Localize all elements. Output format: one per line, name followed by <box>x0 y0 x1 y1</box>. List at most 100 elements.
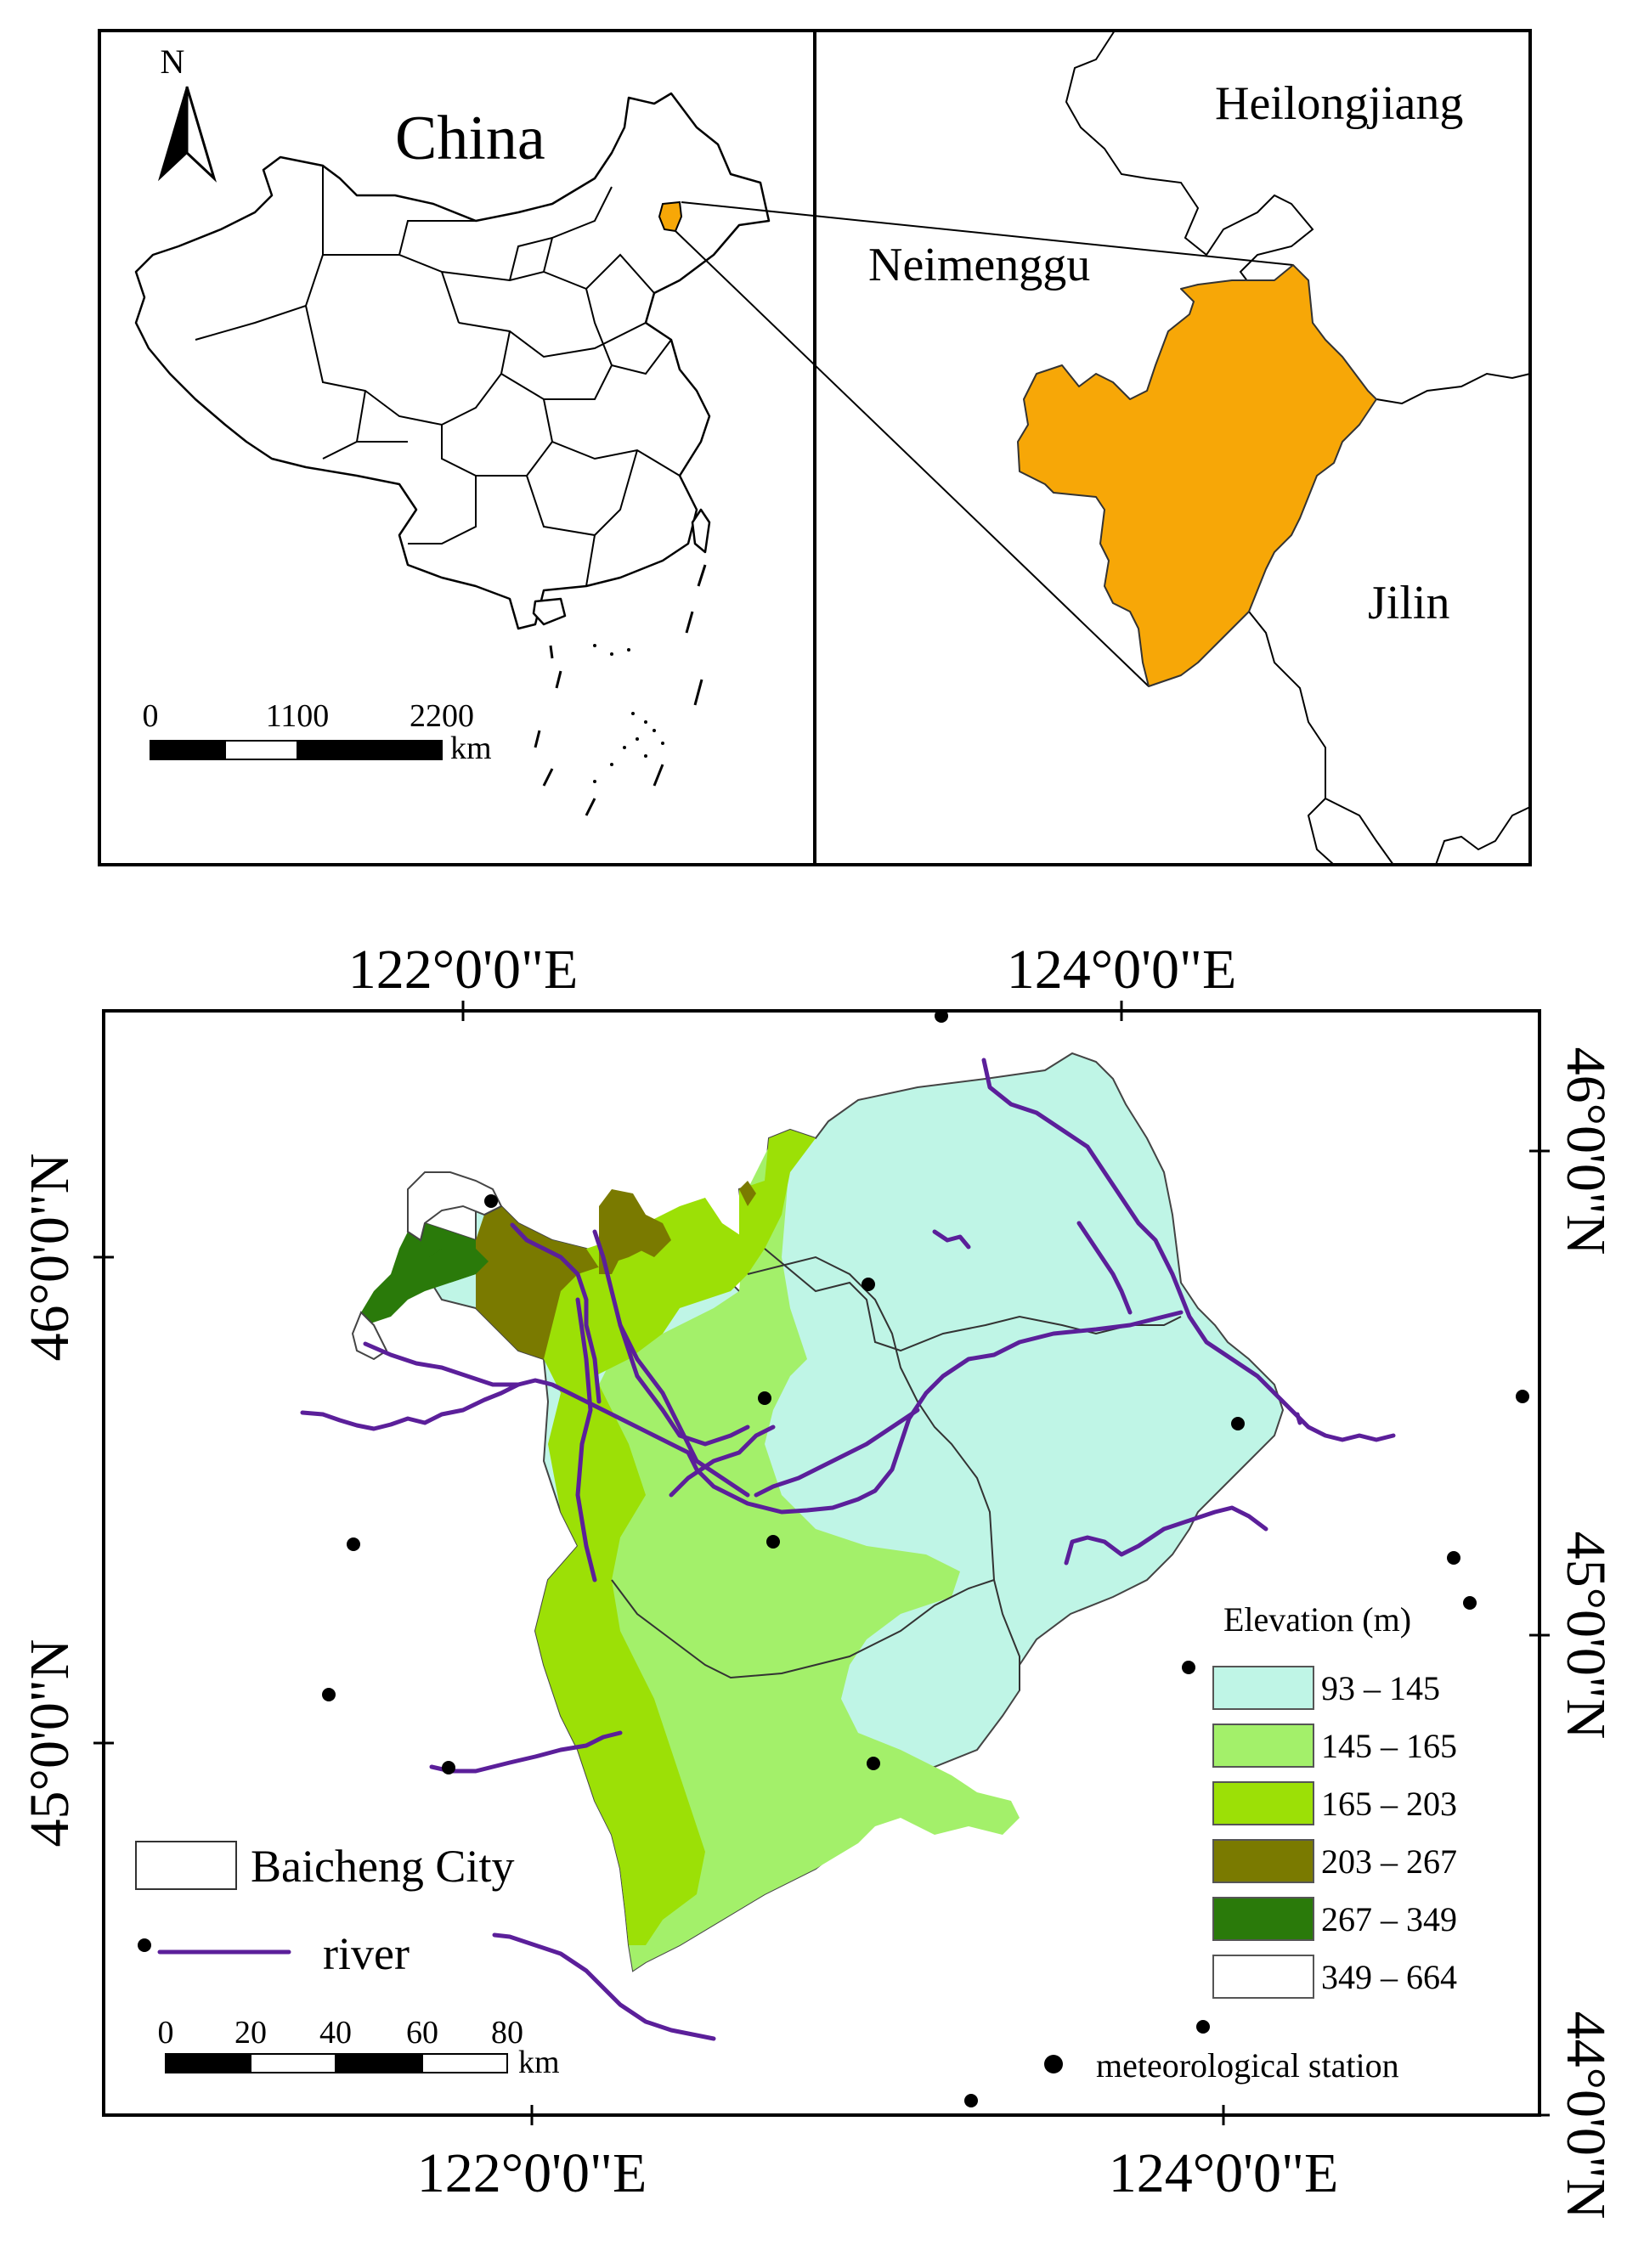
station-marker <box>1231 1417 1245 1430</box>
station-marker <box>862 1278 875 1291</box>
elevation-swatch <box>1212 1897 1314 1941</box>
elevation-legend-item: 203 – 267 <box>1212 1839 1457 1883</box>
elevation-class-165-203-north <box>739 1130 816 1274</box>
elevation-legend-item: 349 – 664 <box>1212 1955 1457 1999</box>
elevation-class-label: 165 – 203 <box>1321 1785 1457 1823</box>
north-arrow-left-half <box>157 86 188 182</box>
baicheng-city-label: Baicheng City <box>251 1841 514 1892</box>
elevation-swatch <box>1212 1955 1314 1999</box>
graticule-ticks <box>93 1001 1550 2125</box>
elevation-class-349-664 <box>407 1171 503 1242</box>
region-inset-frame <box>813 29 1532 866</box>
station-marker <box>935 1009 948 1023</box>
station-legend-label: meteorological station <box>1096 2046 1399 2085</box>
main-map-frame <box>102 1009 1541 2117</box>
right-lat-label-46: 46°0'0"N <box>1555 1047 1617 1255</box>
elevation-legend-item: 267 – 349 <box>1212 1897 1457 1941</box>
main-scale-tick-3: 60 <box>406 2015 438 2051</box>
station-legend-marker <box>1044 2055 1063 2073</box>
rivers <box>300 1058 1396 2041</box>
china-title: China <box>395 104 545 173</box>
top-lon-label-122: 122°0'0"E <box>348 939 579 1001</box>
right-lat-label-45: 45°0'0"N <box>1555 1532 1617 1740</box>
study-area-region-highlight <box>1017 264 1377 687</box>
elevation-class-267-349-north <box>421 1244 489 1283</box>
elevation-swatch <box>1212 1839 1314 1883</box>
label-jilin: Jilin <box>1368 577 1449 629</box>
china-scale-tick-0: 0 <box>143 698 159 734</box>
elevation-legend-item: 145 – 165 <box>1212 1724 1457 1768</box>
china-outline <box>134 92 771 630</box>
elevation-legend-title: Elevation (m) <box>1223 1600 1411 1639</box>
elevation-swatch <box>1212 1666 1314 1710</box>
china-scale-tick-1: 1100 <box>266 698 330 734</box>
china-scale-tick-2: 2200 <box>410 698 474 734</box>
province-borders <box>195 166 681 587</box>
china-inset: N China 0 1100 2200 km <box>98 29 816 866</box>
baicheng-city-swatch <box>135 1841 237 1890</box>
main-scale-bar: 0 20 40 60 80 km <box>158 2015 560 2080</box>
station-marker <box>964 2094 978 2107</box>
left-lat-label-46: 46°0'0"N <box>19 1154 81 1362</box>
elevation-class-203-267-north <box>739 1181 756 1206</box>
zoom-line-top <box>681 201 1294 266</box>
elevation-raster <box>351 1052 1285 1972</box>
south-china-sea-islands <box>593 644 664 783</box>
label-heilongjiang: Heilongjiang <box>1215 77 1463 130</box>
station-marker <box>1516 1390 1529 1403</box>
elevation-class-label: 145 – 165 <box>1321 1727 1457 1765</box>
china-scale-unit: km <box>450 731 492 766</box>
main-scale-unit: km <box>518 2045 560 2080</box>
left-legend: Baicheng City river <box>135 1841 514 1979</box>
main-scale-tick-2: 40 <box>319 2015 352 2051</box>
station-marker <box>442 1761 455 1774</box>
bottom-lon-label-122: 122°0'0"E <box>417 2142 647 2204</box>
elevation-class-label: 349 – 664 <box>1321 1958 1457 1996</box>
station-marker <box>484 1194 498 1208</box>
main-scale-tick-1: 20 <box>234 2015 267 2051</box>
region-inset: Heilongjiang Neimenggu Jilin <box>675 29 1532 866</box>
north-arrow-label: N <box>161 42 185 81</box>
elevation-legend-item: 165 – 203 <box>1212 1781 1457 1825</box>
station-marker <box>1463 1596 1477 1610</box>
station-marker <box>766 1535 780 1549</box>
left-lat-label-45: 45°0'0"N <box>19 1639 81 1848</box>
station-marker <box>867 1757 880 1770</box>
elevation-class-203-267 <box>476 1206 646 1359</box>
region-province-boundaries <box>1065 30 1531 866</box>
study-area-china-highlight <box>658 200 683 233</box>
river-legend-label: river <box>323 1928 410 1979</box>
station-marker <box>322 1688 336 1701</box>
station-marker <box>1182 1661 1195 1674</box>
elevation-class-203-267-peak <box>599 1189 671 1274</box>
main-map: 122°0'0"E 124°0'0"E 122°0'0"E 124°0'0"E … <box>19 939 1617 2219</box>
taiwan <box>691 508 711 554</box>
elevation-class-label: 267 – 349 <box>1321 1900 1457 1938</box>
elevation-swatch <box>1212 1724 1314 1768</box>
main-scale-tick-0: 0 <box>158 2015 174 2051</box>
bottom-lon-label-124: 124°0'0"E <box>1109 2142 1339 2204</box>
label-neimenggu: Neimenggu <box>868 239 1090 291</box>
zoom-line-bottom <box>675 230 1150 687</box>
china-scale-bar: 0 1100 2200 km <box>143 698 492 766</box>
right-lat-label-44: 44°0'0"N <box>1555 2011 1617 2220</box>
station-marker <box>347 1537 360 1551</box>
main-scale-tick-4: 80 <box>491 2015 523 2051</box>
hainan <box>532 597 567 626</box>
elevation-class-label: 93 – 145 <box>1321 1669 1440 1707</box>
station-marker <box>1196 2020 1210 2034</box>
meteorological-stations <box>138 1009 1529 2107</box>
elevation-class-label: 203 – 267 <box>1321 1842 1457 1881</box>
elevation-legend: Elevation (m) 93 – 145 145 – 165 165 – 2… <box>1044 1600 1457 2085</box>
china-provinces <box>134 92 771 816</box>
top-lon-label-124: 124°0'0"E <box>1007 939 1237 1001</box>
elevation-swatch <box>1212 1781 1314 1825</box>
station-marker <box>758 1391 771 1405</box>
north-arrow: N <box>157 42 218 183</box>
elevation-legend-item: 93 – 145 <box>1212 1666 1440 1710</box>
south-china-sea-dashes <box>534 564 707 816</box>
station-marker <box>138 1938 151 1952</box>
station-marker <box>1447 1551 1460 1565</box>
north-arrow-right-half <box>185 86 218 183</box>
